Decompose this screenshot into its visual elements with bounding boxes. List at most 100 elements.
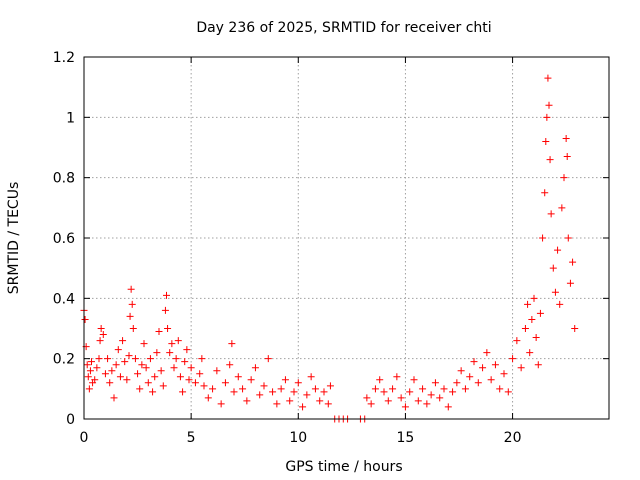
data-point <box>563 153 571 161</box>
grid-lines <box>84 57 609 419</box>
data-point <box>128 300 136 308</box>
data-point <box>311 385 319 393</box>
data-point <box>93 364 101 372</box>
y-tick-label: 1 <box>66 110 75 126</box>
data-point <box>247 376 255 384</box>
data-point <box>116 373 124 381</box>
y-axis-label: SRMTID / TECUs <box>6 182 22 295</box>
data-point <box>427 391 435 399</box>
data-point <box>181 358 189 366</box>
data-point <box>299 403 307 411</box>
data-point <box>324 400 332 408</box>
data-point <box>85 385 93 393</box>
data-point <box>571 325 579 332</box>
data-point <box>114 346 122 354</box>
data-point <box>138 361 146 369</box>
data-point <box>554 246 562 254</box>
data-point <box>151 373 159 381</box>
data-point <box>556 300 564 308</box>
data-point <box>560 174 568 182</box>
axis-ticks: 0 0.2 0.4 0.6 0.8 1 1.2 0 5 10 15 20 <box>53 50 609 446</box>
data-point <box>566 279 574 287</box>
data-point <box>213 367 221 375</box>
data-point <box>99 331 107 339</box>
data-point <box>376 376 384 384</box>
data-point <box>149 388 157 396</box>
data-point <box>532 334 540 342</box>
data-point <box>273 400 281 408</box>
chart-title: Day 236 of 2025, SRMTID for receiver cht… <box>196 20 491 36</box>
data-point <box>562 134 570 142</box>
data-point <box>96 337 104 345</box>
data-point <box>496 385 504 393</box>
data-point <box>551 288 559 296</box>
data-point <box>303 391 311 399</box>
data-point <box>449 388 457 396</box>
data-point <box>542 137 550 145</box>
plot-frame <box>83 56 610 420</box>
data-point <box>159 382 167 390</box>
data-point <box>185 376 193 384</box>
data-point <box>528 315 536 323</box>
data-point <box>543 113 551 121</box>
data-point <box>500 370 508 378</box>
data-point <box>363 394 371 402</box>
data-point <box>97 325 105 332</box>
y-tick-label: 0.8 <box>53 171 75 187</box>
data-point <box>157 367 165 375</box>
data-point <box>243 397 251 405</box>
data-point <box>513 337 521 345</box>
data-point <box>307 373 315 381</box>
x-tick-label: 5 <box>187 430 196 446</box>
data-point <box>196 370 204 378</box>
data-point <box>81 315 89 323</box>
data-point <box>406 388 414 396</box>
data-point <box>176 373 184 381</box>
data-point <box>316 397 324 405</box>
data-point <box>546 156 554 164</box>
data-point <box>539 234 547 242</box>
data-point <box>239 385 247 393</box>
data-point <box>474 379 482 387</box>
data-point <box>127 285 135 293</box>
data-point <box>95 355 103 363</box>
data-point <box>179 388 187 396</box>
data-point <box>389 385 397 393</box>
data-point <box>204 394 212 402</box>
data-point <box>384 397 392 405</box>
y-tick-label: 0 <box>66 412 75 428</box>
data-point <box>187 364 195 372</box>
data-point <box>131 355 139 363</box>
data-point <box>155 328 163 336</box>
x-tick-label: 15 <box>397 430 415 446</box>
data-point <box>86 367 94 375</box>
y-tick-label: 0.2 <box>53 352 75 368</box>
data-point <box>444 403 452 411</box>
data-point <box>91 376 99 384</box>
data-point <box>260 382 268 390</box>
data-point <box>431 379 439 387</box>
data-point <box>230 388 238 396</box>
data-point <box>397 394 405 402</box>
x-tick-label: 20 <box>504 430 522 446</box>
data-point <box>320 388 328 396</box>
x-tick-label: 10 <box>289 430 307 446</box>
data-point <box>281 376 289 384</box>
data-point <box>161 306 169 314</box>
data-point <box>541 189 549 197</box>
data-point <box>569 258 577 266</box>
data-point <box>170 364 178 372</box>
data-point <box>234 373 242 381</box>
data-point <box>174 337 182 345</box>
data-point <box>453 379 461 387</box>
data-point <box>140 340 148 348</box>
data-point <box>371 385 379 393</box>
data-point <box>470 358 478 366</box>
data-point <box>517 364 525 372</box>
y-tick-label: 1.2 <box>53 50 75 66</box>
data-point <box>104 355 112 363</box>
data-point <box>125 352 133 360</box>
data-point <box>172 355 180 363</box>
data-point <box>534 361 542 369</box>
data-point <box>491 361 499 369</box>
